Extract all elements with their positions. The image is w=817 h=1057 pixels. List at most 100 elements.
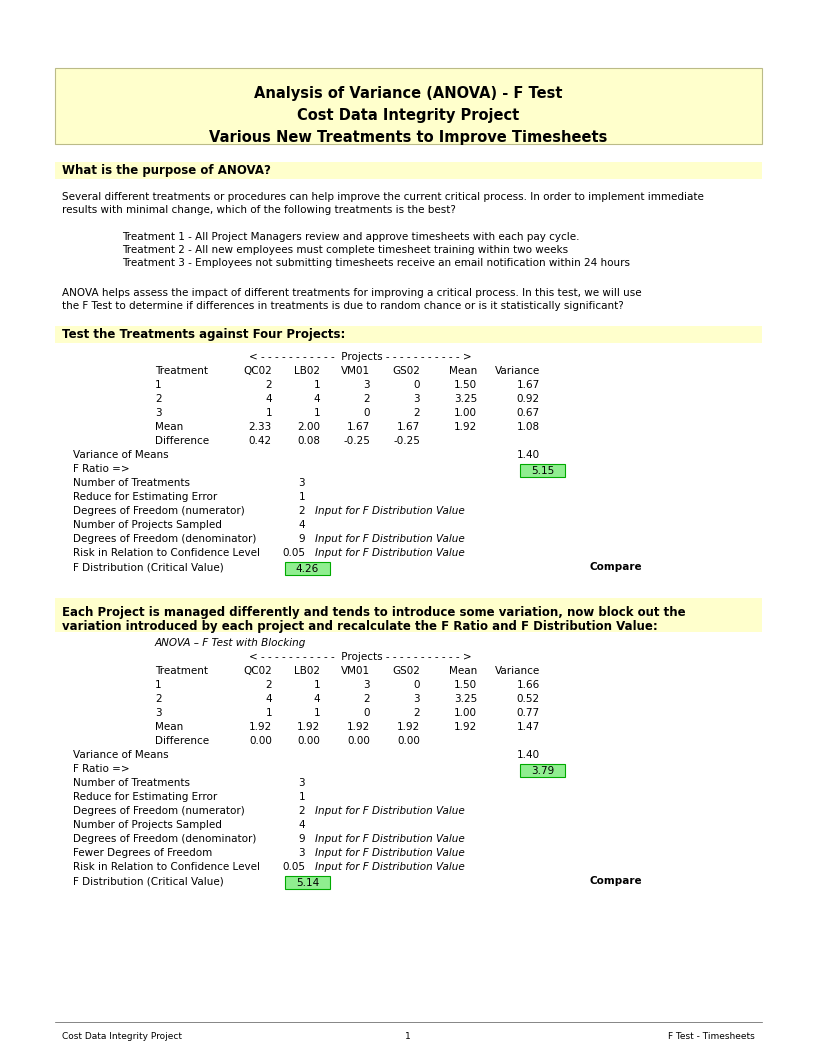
Text: Compare: Compare [590,876,643,886]
Text: Number of Treatments: Number of Treatments [73,478,190,488]
Text: 4: 4 [314,394,320,404]
Text: What is the purpose of ANOVA?: What is the purpose of ANOVA? [62,164,271,177]
Text: 3.25: 3.25 [453,694,477,704]
Text: 1: 1 [155,381,162,390]
Text: Input for F Distribution Value: Input for F Distribution Value [315,848,465,858]
Text: 2.00: 2.00 [297,422,320,432]
Text: 0.00: 0.00 [249,736,272,746]
Text: Degrees of Freedom (denominator): Degrees of Freedom (denominator) [73,834,257,843]
Text: VM01: VM01 [341,366,370,376]
Text: F Ratio =>: F Ratio => [73,464,130,474]
Text: 1.00: 1.00 [454,708,477,718]
Text: Fewer Degrees of Freedom: Fewer Degrees of Freedom [73,848,212,858]
Text: Each Project is managed differently and tends to introduce some variation, now b: Each Project is managed differently and … [62,606,685,619]
Text: 1: 1 [298,492,305,502]
Text: Various New Treatments to Improve Timesheets: Various New Treatments to Improve Timesh… [209,130,607,145]
Text: 2: 2 [364,694,370,704]
Text: 3: 3 [413,394,420,404]
Text: 0: 0 [413,381,420,390]
Text: VM01: VM01 [341,666,370,676]
Text: Mean: Mean [155,422,183,432]
Text: 1: 1 [155,680,162,690]
Text: 0.42: 0.42 [249,435,272,446]
Text: Difference: Difference [155,435,209,446]
Text: 2: 2 [298,506,305,516]
Text: 1.00: 1.00 [454,408,477,418]
Text: Reduce for Estimating Error: Reduce for Estimating Error [73,792,217,802]
Text: 0.00: 0.00 [297,736,320,746]
Text: ANOVA – F Test with Blocking: ANOVA – F Test with Blocking [155,638,306,648]
Text: Risk in Relation to Confidence Level: Risk in Relation to Confidence Level [73,548,260,558]
Text: Variance of Means: Variance of Means [73,750,168,760]
Text: 4: 4 [314,694,320,704]
Text: 4: 4 [298,820,305,830]
Text: Test the Treatments against Four Projects:: Test the Treatments against Four Project… [62,328,346,341]
Text: 1.92: 1.92 [453,722,477,733]
Text: QC02: QC02 [243,666,272,676]
Text: 0.08: 0.08 [297,435,320,446]
FancyBboxPatch shape [520,764,565,777]
Text: Input for F Distribution Value: Input for F Distribution Value [315,534,465,544]
Text: Variance of Means: Variance of Means [73,450,168,460]
Text: Treatment: Treatment [155,666,208,676]
Text: Number of Treatments: Number of Treatments [73,778,190,789]
Text: variation introduced by each project and recalculate the F Ratio and F Distribut: variation introduced by each project and… [62,620,658,633]
Text: Analysis of Variance (ANOVA) - F Test: Analysis of Variance (ANOVA) - F Test [254,86,562,101]
Text: Input for F Distribution Value: Input for F Distribution Value [315,806,465,816]
Text: 1: 1 [314,680,320,690]
Text: 3: 3 [155,408,162,418]
Text: GS02: GS02 [392,366,420,376]
Text: 1.40: 1.40 [517,450,540,460]
Text: 0.05: 0.05 [282,548,305,558]
Text: Input for F Distribution Value: Input for F Distribution Value [315,834,465,843]
Text: 2: 2 [266,381,272,390]
Text: Treatment 2 - All new employees must complete timesheet training within two week: Treatment 2 - All new employees must com… [122,245,568,255]
FancyBboxPatch shape [520,464,565,477]
Text: 2.33: 2.33 [248,422,272,432]
Text: 1.66: 1.66 [516,680,540,690]
Text: Cost Data Integrity Project: Cost Data Integrity Project [62,1032,182,1041]
Text: 3: 3 [364,680,370,690]
Text: 2: 2 [298,806,305,816]
Text: F Ratio =>: F Ratio => [73,764,130,774]
Text: 1.67: 1.67 [516,381,540,390]
Text: 2: 2 [364,394,370,404]
Text: 1.92: 1.92 [297,722,320,733]
Text: 1.67: 1.67 [397,422,420,432]
Text: 1.08: 1.08 [517,422,540,432]
Text: 2: 2 [413,408,420,418]
Text: Degrees of Freedom (numerator): Degrees of Freedom (numerator) [73,806,245,816]
Text: 1: 1 [405,1032,411,1041]
Text: the F Test to determine if differences in treatments is due to random chance or : the F Test to determine if differences i… [62,301,623,311]
FancyBboxPatch shape [55,326,762,344]
FancyBboxPatch shape [55,68,762,144]
Text: 2: 2 [266,680,272,690]
Text: F Distribution (Critical Value): F Distribution (Critical Value) [73,876,224,886]
Text: 0.05: 0.05 [282,863,305,872]
Text: 9: 9 [298,834,305,843]
Text: Variance: Variance [495,666,540,676]
Text: 5.14: 5.14 [296,877,319,888]
Text: 4: 4 [266,394,272,404]
Text: Compare: Compare [590,562,643,572]
Text: 2: 2 [155,694,162,704]
Text: 4: 4 [266,694,272,704]
Text: F Distribution (Critical Value): F Distribution (Critical Value) [73,562,224,572]
Text: Treatment: Treatment [155,366,208,376]
Text: Input for F Distribution Value: Input for F Distribution Value [315,863,465,872]
Text: results with minimal change, which of the following treatments is the best?: results with minimal change, which of th… [62,205,456,215]
Text: Difference: Difference [155,736,209,746]
Text: Input for F Distribution Value: Input for F Distribution Value [315,548,465,558]
Text: 0.92: 0.92 [517,394,540,404]
Text: Mean: Mean [449,366,477,376]
Text: 1.92: 1.92 [346,722,370,733]
Text: 1.50: 1.50 [454,381,477,390]
Text: 3.79: 3.79 [531,765,554,776]
Text: 1: 1 [314,708,320,718]
Text: Degrees of Freedom (denominator): Degrees of Freedom (denominator) [73,534,257,544]
Text: QC02: QC02 [243,366,272,376]
Text: 4.26: 4.26 [296,563,319,574]
Text: Number of Projects Sampled: Number of Projects Sampled [73,820,222,830]
Text: 3: 3 [364,381,370,390]
FancyBboxPatch shape [55,598,762,632]
